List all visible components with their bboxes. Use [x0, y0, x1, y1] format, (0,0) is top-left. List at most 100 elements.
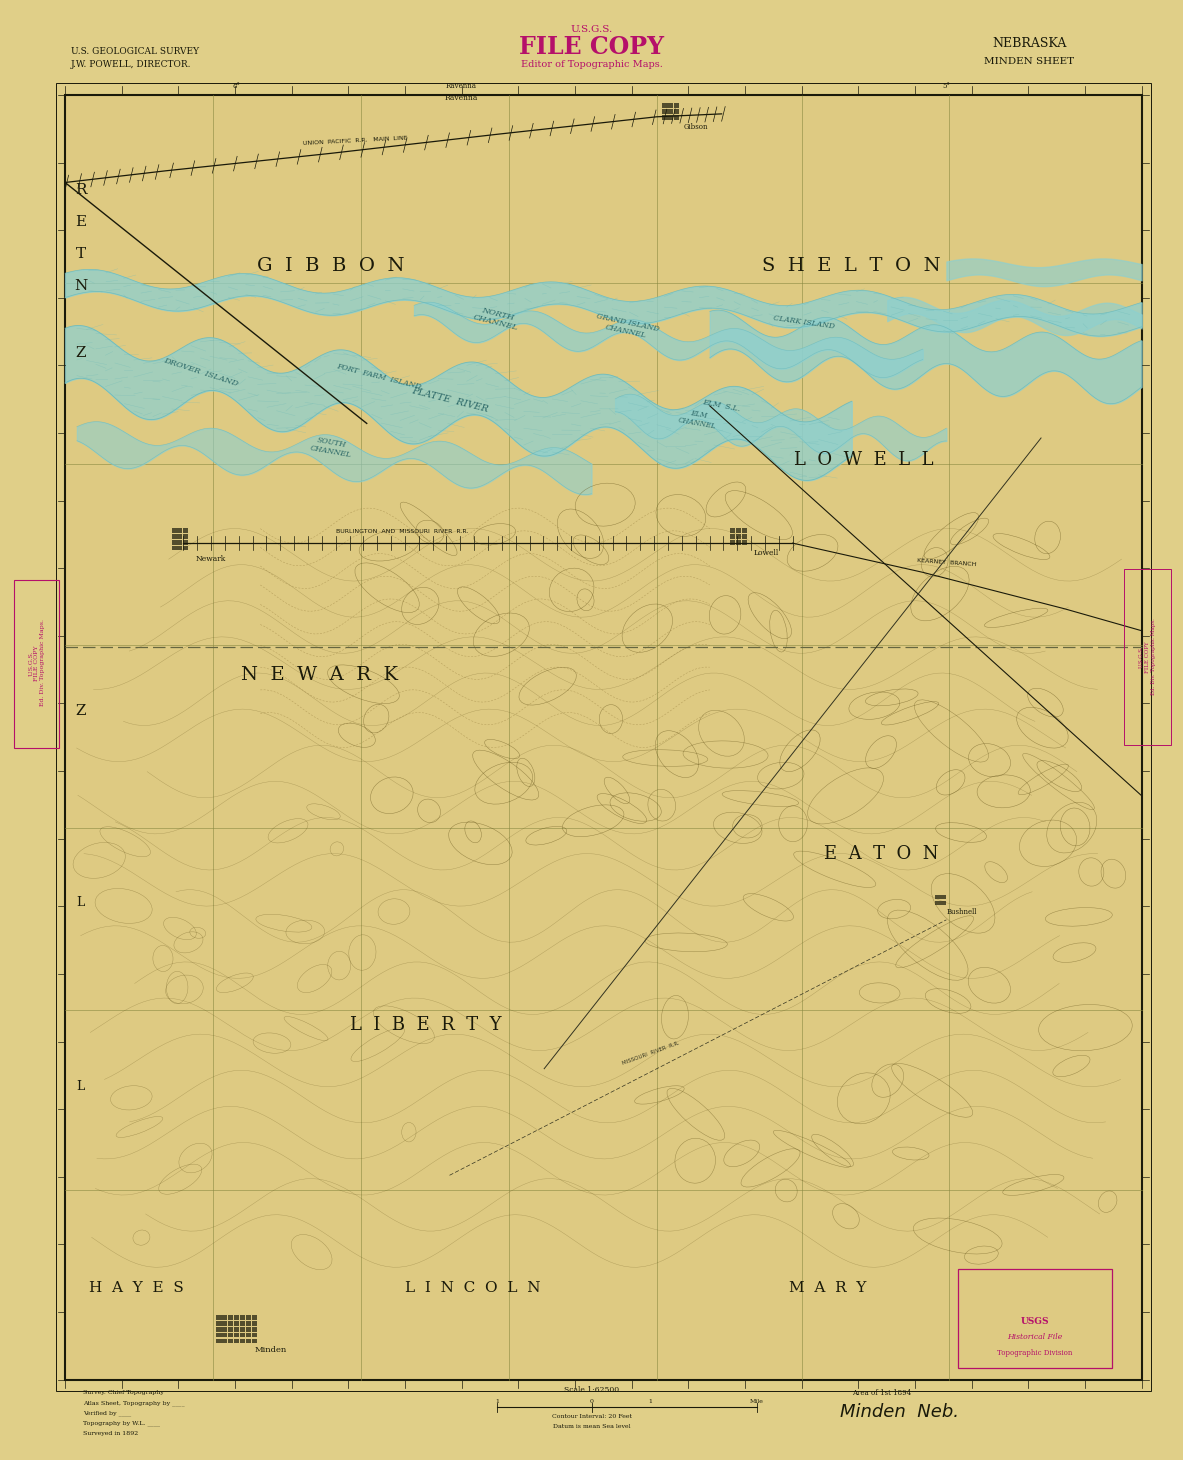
Text: NEBRASKA: NEBRASKA — [993, 38, 1066, 50]
Text: Ravenna: Ravenna — [446, 82, 477, 91]
Text: Surveyed in 1892: Surveyed in 1892 — [83, 1431, 138, 1437]
Text: L: L — [77, 896, 84, 908]
Text: E  A  T  O  N: E A T O N — [825, 845, 938, 863]
Bar — [252, 1321, 257, 1326]
Text: KEARNEY  BRANCH: KEARNEY BRANCH — [917, 558, 976, 566]
Text: Verified by ____: Verified by ____ — [83, 1410, 131, 1416]
Text: E: E — [75, 215, 86, 229]
Text: U.S.G.S.
FILE COPY
Ed. Div. Topographic Maps.: U.S.G.S. FILE COPY Ed. Div. Topographic … — [28, 619, 45, 707]
Bar — [940, 895, 945, 899]
Bar — [730, 540, 735, 545]
Bar — [730, 534, 735, 539]
Text: Topographic Division: Topographic Division — [997, 1349, 1073, 1358]
Bar — [172, 546, 176, 550]
Bar — [668, 110, 673, 114]
Bar — [228, 1327, 233, 1332]
Bar — [935, 895, 939, 899]
Bar — [240, 1339, 245, 1343]
Text: L: L — [77, 1080, 84, 1092]
Bar — [177, 529, 182, 533]
Bar — [736, 529, 741, 533]
Bar — [234, 1333, 239, 1337]
Text: L  O  W  E  L  L: L O W E L L — [794, 451, 933, 469]
Text: ELM  S.L.: ELM S.L. — [703, 399, 741, 413]
Text: U.S. GEOLOGICAL SURVEY: U.S. GEOLOGICAL SURVEY — [71, 47, 199, 55]
Bar — [240, 1321, 245, 1326]
Text: Mile: Mile — [750, 1399, 764, 1405]
Bar — [252, 1333, 257, 1337]
Bar — [216, 1321, 221, 1326]
Text: R: R — [75, 182, 86, 197]
Bar — [240, 1327, 245, 1332]
Text: FORT  FARM  ISLAND: FORT FARM ISLAND — [336, 362, 421, 391]
Text: Topography by W.L. ____: Topography by W.L. ____ — [83, 1421, 160, 1426]
Bar — [736, 534, 741, 539]
Text: Z: Z — [76, 346, 85, 361]
Text: Contour Interval: 20 Feet: Contour Interval: 20 Feet — [551, 1413, 632, 1419]
Text: MINDEN SHEET: MINDEN SHEET — [984, 57, 1074, 66]
Bar — [183, 529, 188, 533]
Text: Editor of Topographic Maps.: Editor of Topographic Maps. — [521, 60, 662, 69]
Bar — [14, 580, 59, 748]
Bar — [674, 104, 679, 108]
Bar — [228, 1339, 233, 1343]
Bar — [240, 1333, 245, 1337]
Text: T: T — [76, 247, 85, 261]
Bar — [56, 83, 1151, 1391]
Bar — [234, 1339, 239, 1343]
Text: Minden: Minden — [254, 1346, 286, 1353]
Text: CLARK ISLAND: CLARK ISLAND — [774, 314, 835, 331]
Bar — [674, 110, 679, 114]
Bar — [662, 115, 667, 120]
Bar — [668, 115, 673, 120]
Bar — [183, 540, 188, 545]
Text: N  E  W  A  R  K: N E W A R K — [241, 666, 397, 683]
Text: Survey. Chief Topography: Survey. Chief Topography — [83, 1390, 163, 1396]
Bar — [246, 1321, 251, 1326]
Text: 0: 0 — [589, 1399, 594, 1405]
Text: MISSOURI  RIVER  R.R.: MISSOURI RIVER R.R. — [621, 1041, 680, 1066]
Bar — [222, 1327, 227, 1332]
Text: L  I  N  C  O  L  N: L I N C O L N — [406, 1280, 541, 1295]
Text: Minden  Neb.: Minden Neb. — [840, 1403, 958, 1421]
Text: L  I  B  E  R  T  Y: L I B E R T Y — [350, 1016, 502, 1034]
Bar — [246, 1339, 251, 1343]
Bar — [935, 901, 939, 905]
Text: U.S.G.S.
FILE COPY
Ed. Div. Topographic Maps.: U.S.G.S. FILE COPY Ed. Div. Topographic … — [1139, 619, 1156, 695]
Text: Lowell: Lowell — [754, 549, 778, 556]
Text: DROVER  ISLAND: DROVER ISLAND — [163, 356, 239, 388]
Bar — [228, 1333, 233, 1337]
Bar — [742, 529, 746, 533]
Bar — [177, 546, 182, 550]
Bar — [177, 534, 182, 539]
Text: GRAND ISLAND
CHANNEL: GRAND ISLAND CHANNEL — [594, 312, 660, 342]
Bar — [674, 115, 679, 120]
Bar — [252, 1327, 257, 1332]
Bar — [958, 1269, 1112, 1368]
Bar — [668, 104, 673, 108]
Text: Gibson: Gibson — [684, 123, 709, 130]
Bar — [742, 540, 746, 545]
Bar — [234, 1321, 239, 1326]
Text: Datum is mean Sea level: Datum is mean Sea level — [552, 1424, 631, 1429]
Bar — [222, 1321, 227, 1326]
Text: Newark: Newark — [195, 555, 226, 562]
Text: H  A  Y  E  S: H A Y E S — [89, 1280, 183, 1295]
Text: FILE COPY: FILE COPY — [519, 35, 664, 58]
Text: ELM
CHANNEL: ELM CHANNEL — [678, 407, 718, 431]
Text: J.W. POWELL, DIRECTOR.: J.W. POWELL, DIRECTOR. — [71, 60, 192, 69]
Bar — [730, 529, 735, 533]
Bar — [1124, 569, 1171, 745]
Text: S  H  E  L  T  O  N: S H E L T O N — [763, 257, 940, 274]
Text: PLATTE  RIVER: PLATTE RIVER — [411, 385, 489, 415]
Bar — [246, 1327, 251, 1332]
Bar — [246, 1315, 251, 1320]
Text: Atlas Sheet, Topography by ____: Atlas Sheet, Topography by ____ — [83, 1400, 185, 1406]
Bar — [252, 1339, 257, 1343]
Bar — [183, 534, 188, 539]
Text: SOUTH
CHANNEL: SOUTH CHANNEL — [309, 435, 354, 458]
Text: NORTH
CHANNEL: NORTH CHANNEL — [472, 304, 522, 333]
Bar — [222, 1333, 227, 1337]
Text: 1: 1 — [494, 1399, 499, 1405]
Bar — [222, 1339, 227, 1343]
